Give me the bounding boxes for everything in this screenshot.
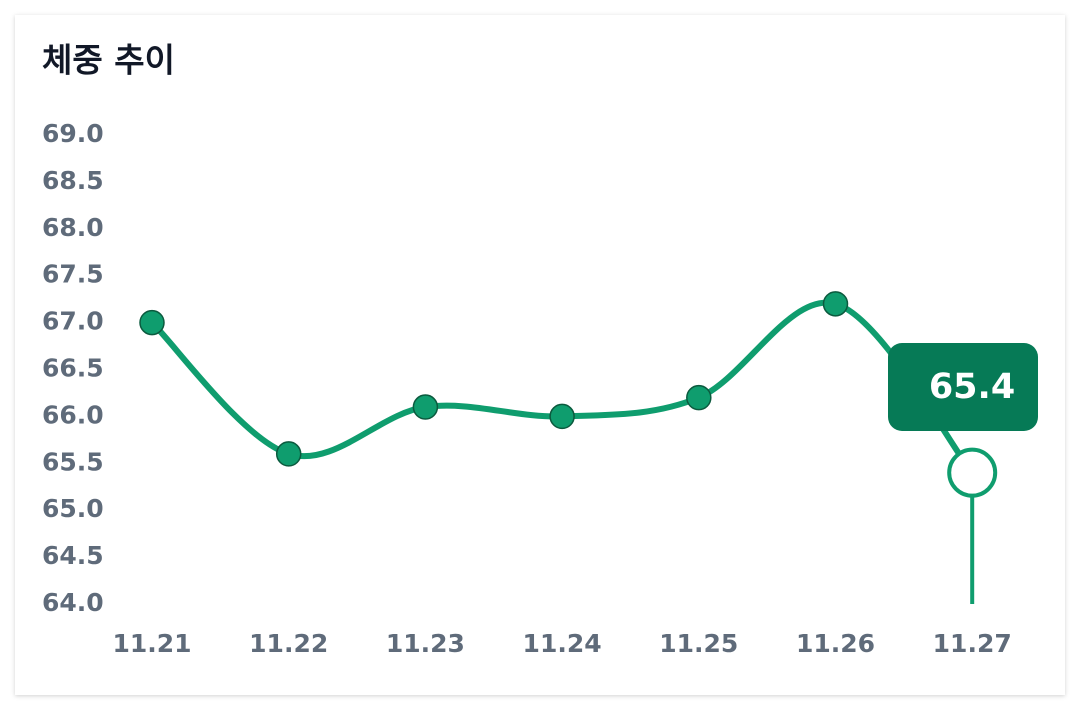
point bbox=[686, 384, 712, 411]
y-tick-label: 67.0 bbox=[42, 307, 104, 336]
y-tick-label: 65.5 bbox=[42, 447, 104, 476]
y-tick-label: 64.5 bbox=[42, 541, 104, 570]
point bbox=[139, 309, 165, 336]
tooltip-box bbox=[888, 343, 1038, 431]
y-tick-label: 69.0 bbox=[42, 119, 104, 148]
x-tick-label: 11.23 bbox=[386, 629, 465, 658]
point bbox=[275, 441, 302, 467]
x-tick-label: 11.22 bbox=[249, 629, 328, 658]
point bbox=[822, 291, 849, 317]
y-tick-label: 67.5 bbox=[42, 260, 104, 289]
y-tick-label: 66.5 bbox=[42, 354, 104, 383]
point bbox=[412, 394, 439, 420]
y-tick-label: 65.0 bbox=[42, 494, 104, 523]
x-tick-label: 11.25 bbox=[659, 629, 738, 658]
x-tick-label: 11.27 bbox=[933, 629, 1012, 658]
focus-point bbox=[947, 447, 998, 498]
point bbox=[549, 403, 575, 430]
x-tick-label: 11.24 bbox=[523, 629, 602, 658]
x-tick-label: 11.21 bbox=[112, 629, 191, 658]
x-tick-label: 11.26 bbox=[796, 629, 875, 658]
tooltip-value: 65.4 bbox=[929, 367, 1015, 407]
y-tick-label: 66.0 bbox=[42, 400, 104, 429]
y-tick-label: 68.5 bbox=[42, 166, 104, 195]
y-tick-label: 64.0 bbox=[42, 588, 104, 617]
y-tick-label: 68.0 bbox=[42, 213, 104, 242]
chart-title: 체중 추이 bbox=[42, 41, 175, 80]
